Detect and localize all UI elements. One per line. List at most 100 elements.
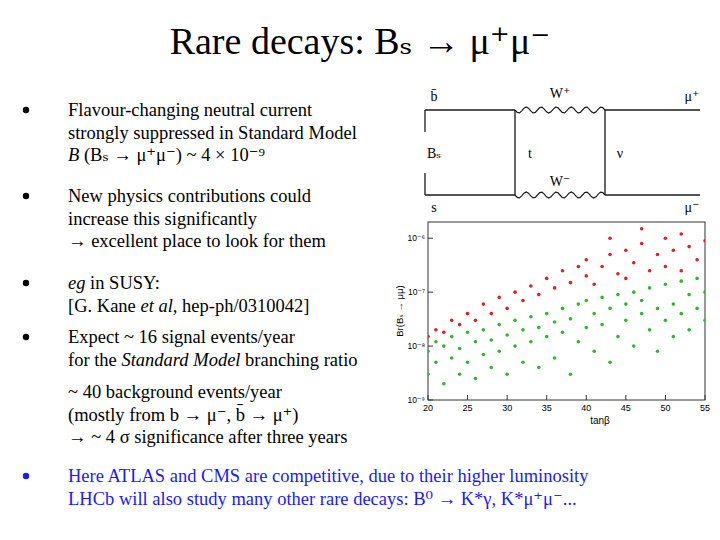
scatter-point [577, 302, 581, 306]
bullet-line: New physics contributions could [68, 186, 312, 206]
text-run: et al [140, 296, 172, 316]
y-tick [428, 238, 433, 239]
scatter-point [664, 282, 668, 286]
scatter-point [624, 248, 628, 252]
bullet-line: eg in SUSY: [68, 273, 160, 293]
x-tick [665, 395, 666, 400]
text-run: Expect ~ 16 signal events/year [68, 327, 295, 347]
x-tick-label: 55 [700, 403, 710, 413]
scatter-point [624, 319, 628, 323]
x-tick-label: 30 [502, 403, 512, 413]
scatter-point [428, 372, 430, 376]
text-run: eg [68, 273, 85, 293]
scatter-point [608, 253, 612, 257]
bullet-marker [23, 473, 29, 479]
scatter-point [545, 312, 549, 316]
bullet-line: Here ATLAS and CMS are competitive, due … [68, 466, 589, 486]
scatter-point [592, 282, 596, 286]
scatter-point [687, 293, 691, 297]
scatter-point [497, 296, 501, 300]
scatter-point [553, 320, 557, 324]
scatter-point [561, 307, 565, 311]
diagram-label: b̄ [431, 89, 438, 104]
diagram-label: ν [617, 146, 623, 161]
text-run: ~ 40 background events/year [68, 382, 282, 402]
x-tick [428, 395, 429, 400]
scatter-point [640, 227, 644, 231]
scatter-point [482, 302, 486, 306]
scatter-point [434, 328, 438, 332]
scatter-point [442, 382, 446, 386]
bullet-line: increase this significantly [68, 209, 258, 229]
diagram-label: t [528, 146, 532, 161]
scatter-point [442, 344, 446, 348]
scatter-point [632, 261, 636, 265]
scatter-point [703, 319, 705, 323]
scatter-point [545, 335, 549, 339]
scatter-point [664, 236, 668, 240]
scatter-point [545, 277, 549, 281]
text-run: in SUSY: [85, 273, 159, 293]
scatter-point [482, 353, 486, 357]
scatter-point [592, 312, 596, 316]
scatter-point [474, 340, 478, 344]
scatter-point [521, 328, 525, 332]
scatter-point [428, 335, 430, 339]
scatter-point [664, 319, 668, 323]
scatter-point [482, 328, 486, 332]
scatter-point [505, 372, 509, 376]
scatter-point [513, 319, 517, 323]
text-run: , hep-ph/0310042] [173, 296, 310, 316]
scatter-point [632, 290, 636, 294]
scatter-point [608, 236, 612, 240]
text-run: Standard Model [121, 350, 240, 370]
scatter-point [569, 281, 573, 285]
text-run: New physics contributions could [68, 186, 312, 206]
scatter-point [466, 331, 470, 335]
x-tick-label: 50 [660, 403, 670, 413]
bullet-marker [23, 193, 29, 199]
bullet-line: Expect ~ 16 signal events/year [68, 327, 295, 347]
x-tick [705, 395, 706, 400]
scatter-point [640, 242, 644, 246]
bullet-marker [23, 334, 29, 340]
scatter-point [474, 377, 478, 381]
x-tick [625, 395, 626, 400]
x-tick [586, 395, 587, 400]
scatter-point [529, 315, 533, 319]
text-run: branching ratio [240, 350, 357, 370]
scatter-point [490, 312, 494, 316]
scatter-point [695, 307, 699, 311]
y-tick-label: 10⁻⁸ [407, 341, 425, 351]
scatter-chart: 10⁻⁹10⁻⁸10⁻⁷10⁻⁶2025303540455055tanβBr(B… [394, 222, 710, 426]
scatter-point [584, 258, 588, 262]
scatter-point [458, 347, 462, 351]
scatter-point [672, 248, 676, 252]
x-tick-label: 25 [463, 403, 473, 413]
scatter-point [632, 344, 636, 348]
scatter-point [434, 361, 438, 365]
scatter-point [521, 299, 525, 303]
scatter-point [584, 326, 588, 330]
y-tick [428, 346, 433, 347]
scatter-point [561, 331, 565, 335]
scatter-point [466, 312, 470, 316]
diagram-label: μ⁺ [685, 89, 700, 104]
scatter-point [624, 277, 628, 281]
scatter-point [521, 361, 525, 365]
scatter-point [537, 366, 541, 370]
scatter-point [577, 265, 581, 269]
x-tick [546, 395, 547, 400]
scatter-point [434, 340, 438, 344]
w-plus-line [515, 107, 605, 113]
scatter-point [577, 340, 581, 344]
bullet-line: → excellent place to look for them [68, 231, 326, 251]
text-run: → ~ 4 σ significance after three years [68, 427, 347, 447]
scatter-point [656, 307, 660, 311]
bullet-line: strongly suppressed in Standard Model [68, 123, 357, 143]
background [0, 0, 720, 540]
scatter-point [679, 279, 683, 283]
top-quark-line [514, 110, 515, 195]
mu-minus-line [605, 194, 700, 195]
scatter-point [513, 290, 517, 294]
